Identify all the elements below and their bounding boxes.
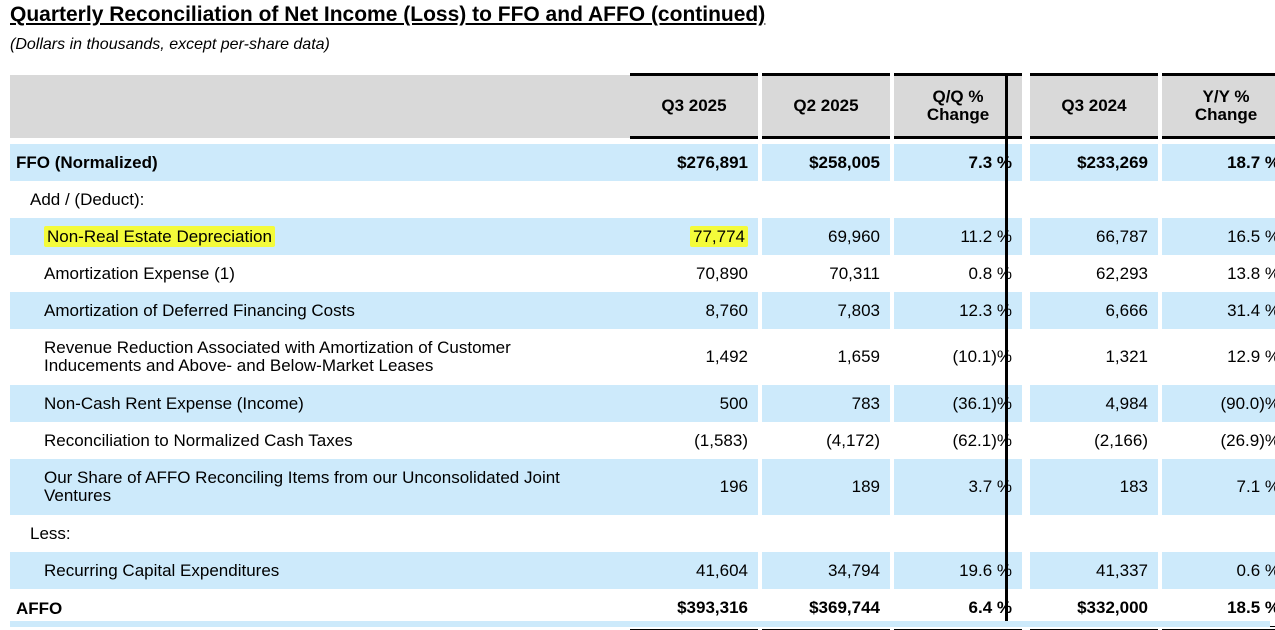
cell-yy-change: 13.8 % [1227,263,1275,283]
cell-q2-2025: 189 [762,459,890,515]
cell-qq-change: (36.1)% [894,385,1022,422]
table-row: Amortization of Deferred Financing Costs… [10,292,1275,329]
bottom-band [10,621,1270,627]
cell-q3-2024: 62,293 [1096,263,1148,283]
table-row: Reconciliation to Normalized Cash Taxes … [10,422,1275,459]
header-qq-change: Q/Q % Change [894,73,1022,139]
cell-q3-2025: (1,583) [694,430,748,450]
header-yy-line2: Change [1194,105,1258,124]
report-subtitle: (Dollars in thousands, except per-share … [10,36,330,53]
table-row: Add / (Deduct): [10,181,1275,218]
header-q3-2025: Q3 2025 [630,73,758,139]
cell-q3-2024: 41,337 [1030,552,1158,589]
header-q2-2025: Q2 2025 [762,73,890,139]
cell-q2-2025: 7,803 [762,292,890,329]
cell-q2-2025: 69,960 [762,218,890,255]
row-label-line2: Ventures [44,486,112,505]
table-row: Recurring Capital Expenditures 41,604 34… [10,552,1275,589]
header-q3-2024: Q3 2024 [1030,73,1158,139]
cell-q3-2025: 41,604 [630,552,758,589]
section-label: Add / (Deduct): [30,189,145,209]
header-yy-line1: Y/Y % [1202,87,1250,106]
row-label-line1: Revenue Reduction Associated with Amorti… [44,338,511,357]
reconciliation-table: Q3 2025 Q2 2025 Q/Q % Change Q3 2024 Y/Y… [10,73,1275,630]
cell-yy-change: (26.9)% [1220,430,1275,450]
table-row: Amortization Expense (1) 70,890 70,311 0… [10,255,1275,292]
cell-q3-2024: 66,787 [1030,218,1158,255]
row-label: Recurring Capital Expenditures [10,552,630,589]
cell-qq-change: 7.3 % [894,144,1022,181]
cell-q3-2025: 1,492 [705,347,748,366]
row-label-highlighted: Non-Real Estate Depreciation [44,225,275,247]
cell-qq-change: 3.7 % [894,459,1022,515]
cell-yy-change: 12.9 % [1227,347,1275,366]
column-divider [1005,76,1008,621]
cell-q3-2024: $233,269 [1030,144,1158,181]
cell-q3-2025-highlighted: 77,774 [690,225,748,247]
cell-q3-2025: 196 [630,459,758,515]
cell-yy-change: 0.6 % [1162,552,1275,589]
row-label-line2: Inducements and Above- and Below-Market … [44,356,434,375]
row-label-line1: Our Share of AFFO Reconciling Items from… [44,468,560,487]
row-label: AFFO [16,598,63,618]
row-label: Amortization Expense (1) [44,263,235,283]
header-label-cell [10,74,630,138]
cell-q3-2025: 500 [630,385,758,422]
table-row: Less: [10,515,1275,552]
cell-yy-change: 31.4 % [1162,292,1275,329]
cell-yy-change: 16.5 % [1162,218,1275,255]
cell-yy-change: 7.1 % [1162,459,1275,515]
cell-qq-change: 11.2 % [894,218,1022,255]
cell-q2-2025: 34,794 [762,552,890,589]
row-label: FFO (Normalized) [10,144,630,181]
cell-qq-change: (10.1)% [952,347,1012,366]
row-label: Amortization of Deferred Financing Costs [10,292,630,329]
table-header-row: Q3 2025 Q2 2025 Q/Q % Change Q3 2024 Y/Y… [10,73,1275,139]
row-label: Our Share of AFFO Reconciling Items from… [10,459,630,515]
cell-q3-2024: 6,666 [1030,292,1158,329]
table-row: Revenue Reduction Associated with Amorti… [10,329,1275,385]
cell-q3-2025: 70,890 [696,263,748,283]
cell-q2-2025: 1,659 [837,347,880,366]
cell-q2-2025: 783 [762,385,890,422]
table-row: FFO (Normalized) $276,891 $258,005 7.3 %… [10,144,1275,181]
cell-qq-change: 19.6 % [894,552,1022,589]
cell-q3-2025: $276,891 [630,144,758,181]
row-label: Non-Cash Rent Expense (Income) [10,385,630,422]
cell-qq-change: 0.8 % [968,263,1012,283]
header-qq-line1: Q/Q % [932,87,984,106]
cell-yy-change: 18.7 % [1162,144,1275,181]
cell-q2-2025: $258,005 [762,144,890,181]
row-label: Reconciliation to Normalized Cash Taxes [44,430,353,450]
table-row: Non-Real Estate Depreciation 77,774 69,9… [10,218,1275,255]
table-row: Our Share of AFFO Reconciling Items from… [10,459,1275,515]
cell-qq-change: 12.3 % [894,292,1022,329]
cell-yy-change: (90.0)% [1162,385,1275,422]
cell-q3-2024: 1,321 [1105,347,1148,366]
cell-q3-2025: 8,760 [630,292,758,329]
report-title: Quarterly Reconciliation of Net Income (… [10,3,766,26]
header-qq-line2: Change [926,105,990,124]
section-label: Less: [30,523,71,543]
row-label: Revenue Reduction Associated with Amorti… [10,329,630,385]
cell-q3-2024: (2,166) [1094,430,1148,450]
cell-q2-2025: (4,172) [826,430,880,450]
cell-q3-2024: 4,984 [1030,385,1158,422]
cell-qq-change: (62.1)% [952,430,1012,450]
cell-q3-2024: 183 [1030,459,1158,515]
table-row: Non-Cash Rent Expense (Income) 500 783 (… [10,385,1275,422]
header-yy-change: Y/Y % Change [1162,73,1275,139]
cell-q2-2025: 70,311 [829,263,880,283]
